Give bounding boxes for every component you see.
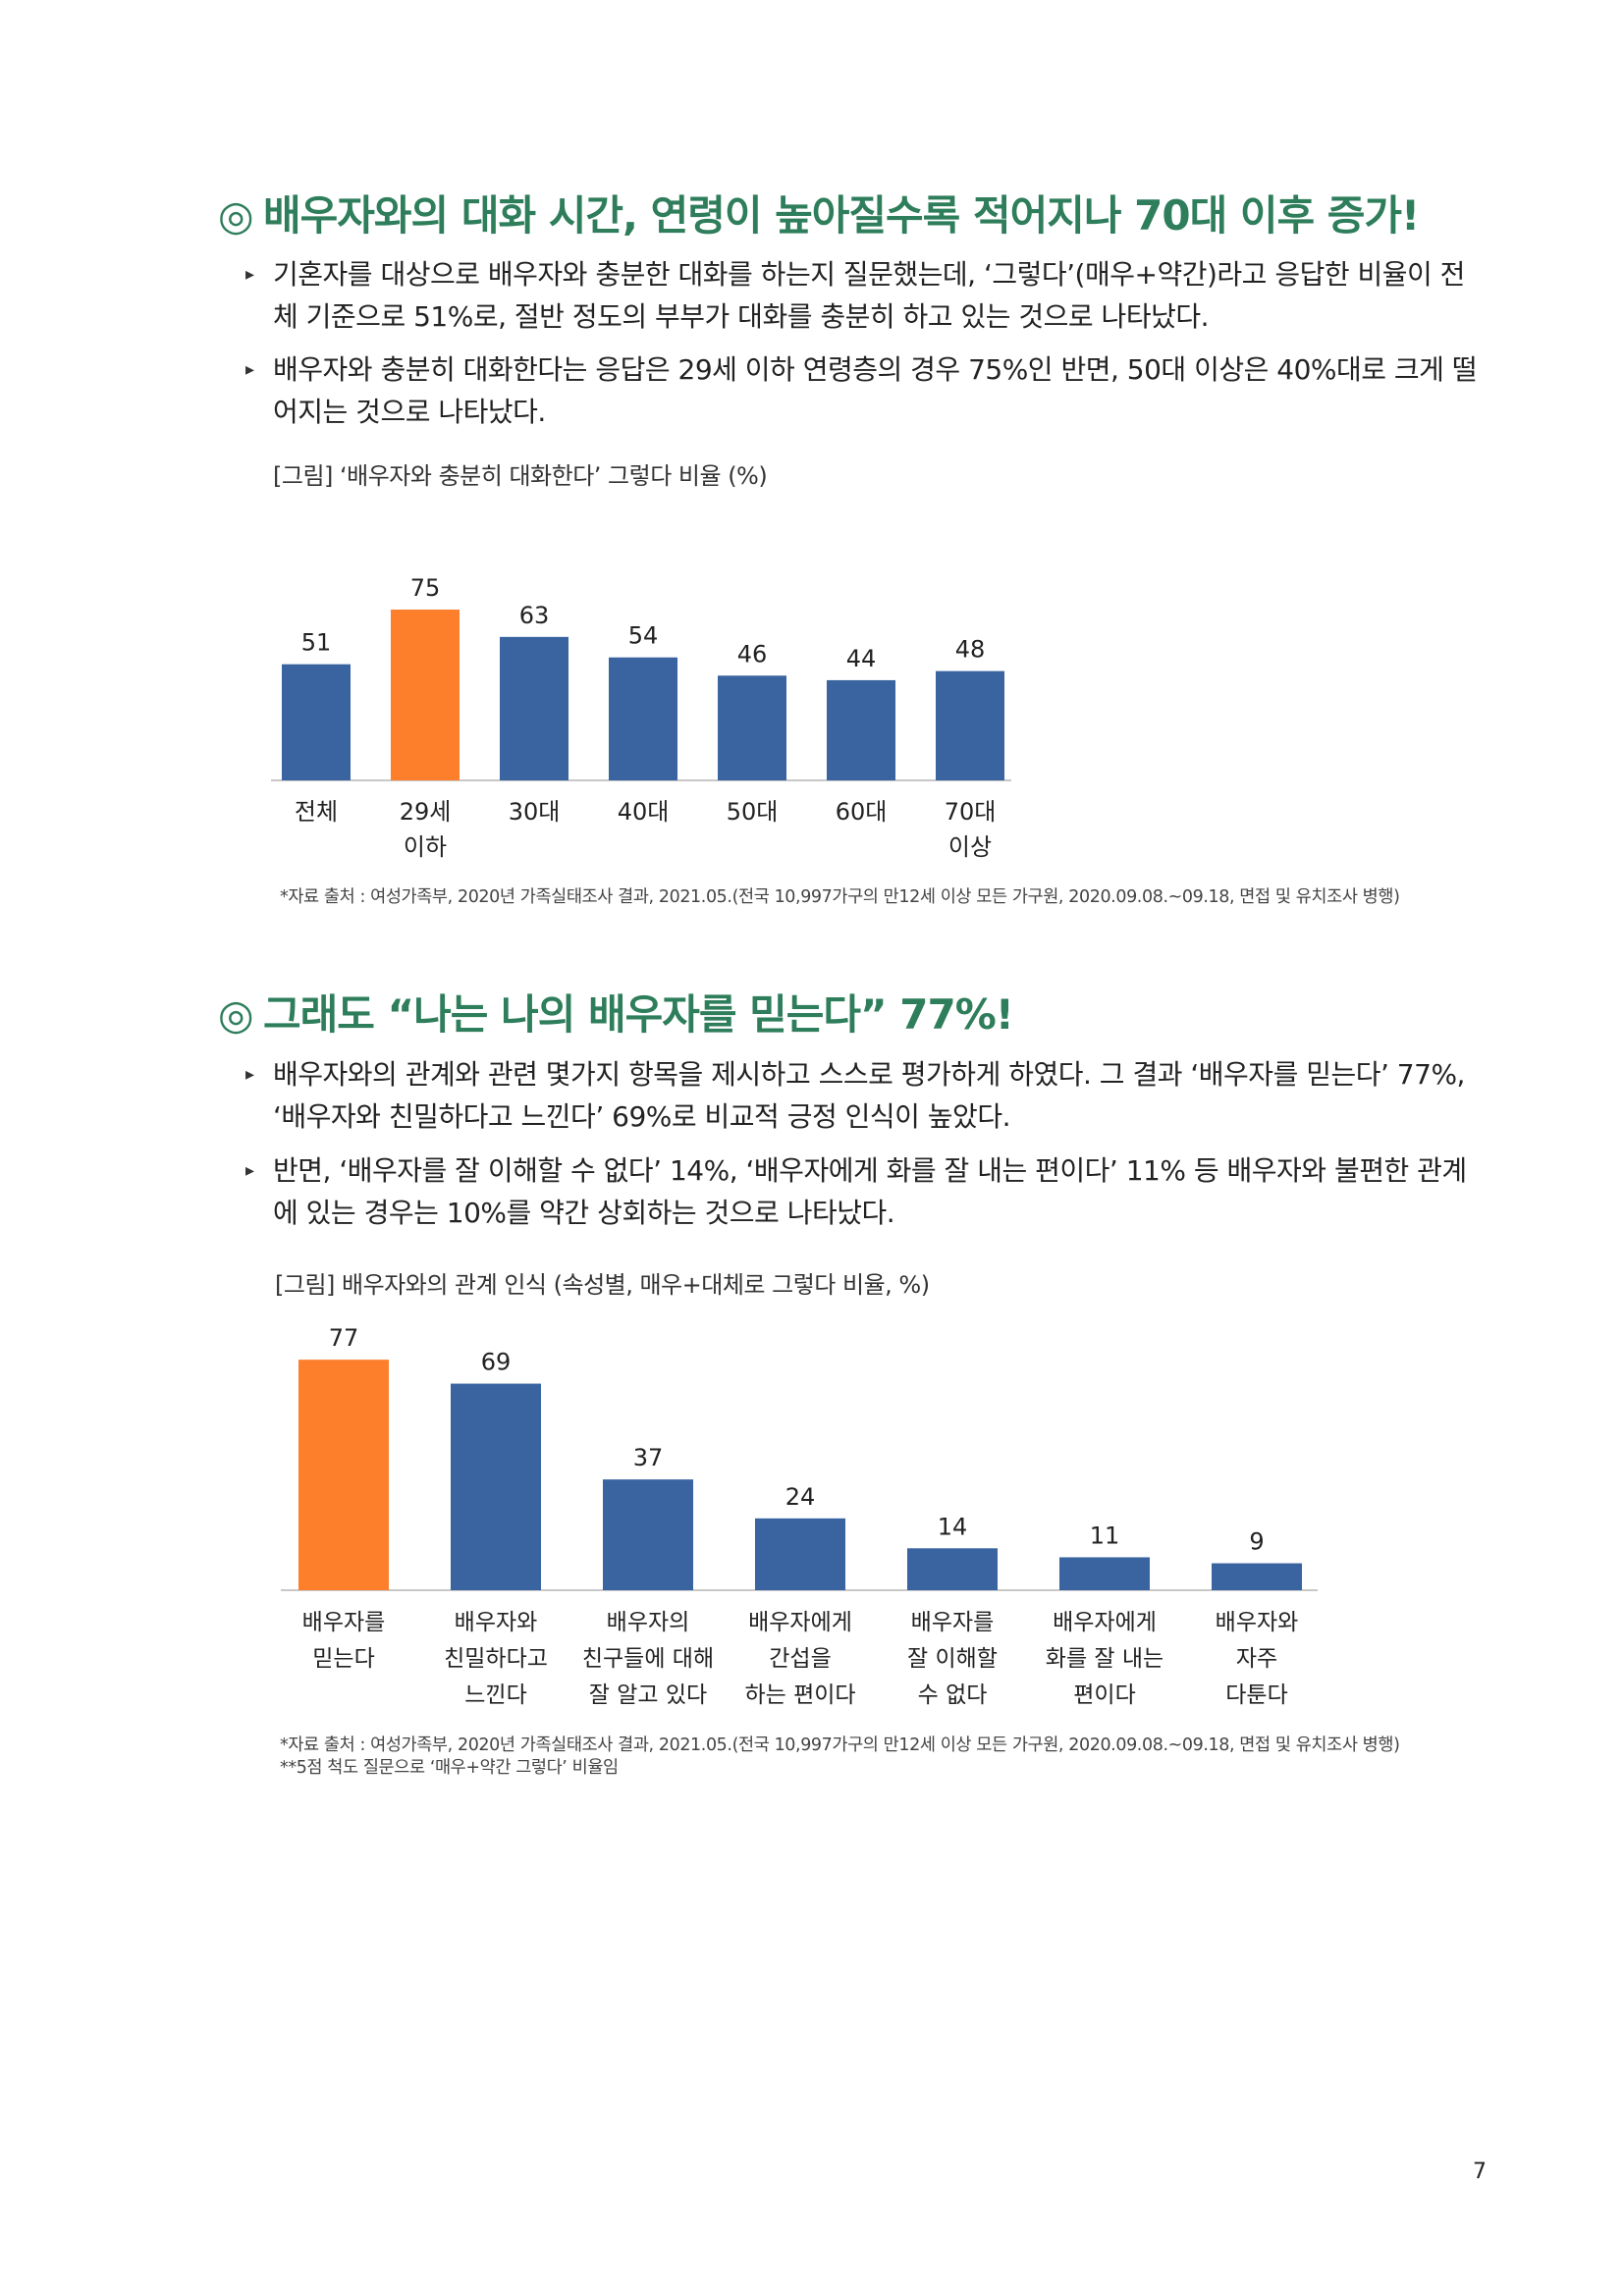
category-label: 60대 [836,798,888,826]
category-label: 40대 [618,798,670,826]
data-label: 14 [938,1513,968,1540]
page-number: 7 [1473,2160,1487,2184]
category-label-line: 느낀다 [464,1682,526,1708]
category-label-line: 29세 [400,798,452,826]
section2-bullet-1-text: 배우자와의 관계와 관련 몇가지 항목을 제시하고 스스로 평가하게 하였다. … [273,1058,1465,1133]
chart2-note: **5점 척도 질문으로 ‘매우+약간 그렇다’ 비율임 [280,1758,619,1778]
triangle-bullet-icon: ▸ [245,1160,254,1181]
category-label-line: 30대 [509,798,561,826]
section2-heading-text: 그래도 “나는 나의 배우자를 믿는다” 77%! [263,990,1014,1039]
data-label: 11 [1090,1522,1120,1549]
category-label-line: 잘 알고 있다 [589,1682,707,1708]
category-label-line: 배우자를 [302,1610,386,1635]
bar [603,1479,693,1590]
category-label-line: 믿는다 [312,1646,374,1672]
data-label: 44 [846,645,877,672]
bar [282,664,351,780]
data-label: 37 [633,1444,664,1471]
bar [500,636,568,780]
bar [391,610,460,780]
data-label: 69 [481,1349,512,1376]
triangle-bullet-icon: ▸ [245,1064,254,1085]
data-label: 9 [1249,1528,1264,1556]
category-label: 전체 [295,798,338,826]
data-label: 46 [737,640,768,667]
triangle-bullet-icon: ▸ [245,264,254,285]
category-label-line: 자주 [1236,1646,1277,1672]
category-label-line: 40대 [618,798,670,826]
category-label-line: 친밀하다고 [444,1646,548,1672]
chart2-source: *자료 출처 : 여성가족부, 2020년 가족실태조사 결과, 2021.05… [280,1735,1400,1755]
category-label-line: 배우자에게 [1053,1610,1157,1635]
data-label: 63 [519,602,550,629]
section1-bullet-2: ▸ 배우자와 충분히 대화한다는 응답은 29세 이하 연령층의 경우 75%인… [245,348,1485,433]
category-label-line: 이하 [404,833,447,861]
category-label-line: 전체 [295,798,338,826]
bar [718,675,786,780]
data-label: 77 [329,1324,359,1352]
circle-mark-icon: ◎ [218,990,254,1039]
category-label-line: 배우자와 [1216,1610,1299,1635]
category-label-line: 다툰다 [1225,1682,1287,1708]
category-label-line: 이상 [948,833,992,861]
category-label-line: 배우자를 [911,1610,995,1635]
category-label-line: 화를 잘 내는 [1046,1646,1163,1672]
category-label-line: 잘 이해할 [907,1646,998,1672]
data-label: 54 [628,622,659,650]
category-label-line: 수 없다 [918,1682,988,1708]
section1-bullet-2-text: 배우자와 충분히 대화한다는 응답은 29세 이하 연령층의 경우 75%인 반… [273,353,1478,428]
circle-mark-icon: ◎ [218,191,254,240]
bar [936,670,1004,780]
bar [451,1383,541,1590]
category-label-line: 친구들에 대해 [582,1646,714,1672]
bar [609,657,677,780]
category-label: 30대 [509,798,561,826]
section1-heading: ◎ 배우자와의 대화 시간, 연령이 높아질수록 적어지나 70대 이후 증가! [218,183,1420,242]
data-label: 24 [785,1483,816,1511]
data-label: 48 [955,636,986,664]
category-label-line: 60대 [836,798,888,826]
bar [827,679,895,780]
category-label-line: 간섭을 [769,1646,831,1672]
chart1-source: *자료 출처 : 여성가족부, 2020년 가족실태조사 결과, 2021.05… [280,887,1400,907]
section2-bullet-1: ▸ 배우자와의 관계와 관련 몇가지 항목을 제시하고 스스로 평가하게 하였다… [245,1053,1485,1138]
bar [907,1548,998,1590]
category-label-line: 배우자의 [607,1610,690,1635]
category-label: 50대 [727,798,779,826]
section2-bullet-2-text: 반면, ‘배우자를 잘 이해할 수 없다’ 14%, ‘배우자에게 화를 잘 내… [273,1154,1467,1229]
bar [1059,1557,1150,1590]
category-label-line: 배우자와 [455,1610,538,1635]
chart2-caption: [그림] 배우자와의 관계 인식 (속성별, 매우+대체로 그렇다 비율, %) [275,1271,930,1299]
section1-heading-text: 배우자와의 대화 시간, 연령이 높아질수록 적어지나 70대 이후 증가! [263,191,1420,240]
section2-bullet-2: ▸ 반면, ‘배우자를 잘 이해할 수 없다’ 14%, ‘배우자에게 화를 잘… [245,1149,1485,1234]
category-label-line: 배우자에게 [748,1610,852,1635]
data-label: 75 [410,574,441,602]
category-label-line: 편이다 [1073,1682,1135,1708]
chart1-caption: [그림] ‘배우자와 충분히 대화한다’ 그렇다 비율 (%) [273,462,768,490]
category-label-line: 하는 편이다 [744,1682,855,1708]
category-label-line: 50대 [727,798,779,826]
section1-bullet-1: ▸ 기혼자를 대상으로 배우자와 충분한 대화를 하는지 질문했는데, ‘그렇다… [245,253,1485,338]
section2-heading: ◎ 그래도 “나는 나의 배우자를 믿는다” 77%! [218,982,1014,1041]
triangle-bullet-icon: ▸ [245,359,254,380]
bar [298,1360,389,1590]
section1-bullet-1-text: 기혼자를 대상으로 배우자와 충분한 대화를 하는지 질문했는데, ‘그렇다’(… [273,258,1465,333]
category-label-line: 70대 [945,798,997,826]
bar [1212,1563,1302,1590]
data-label: 51 [301,629,332,657]
bar [755,1518,845,1590]
